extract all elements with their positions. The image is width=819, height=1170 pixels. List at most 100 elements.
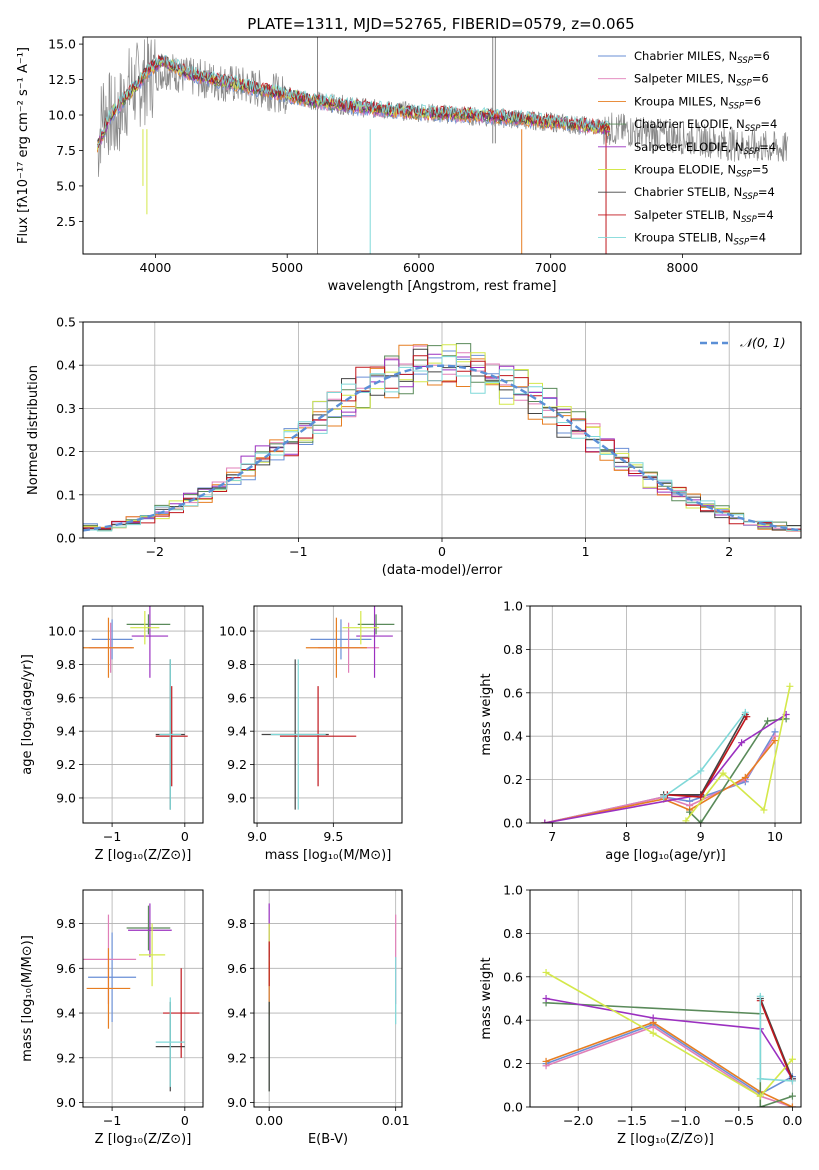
x-tick-label: 7000 <box>535 260 567 275</box>
y-tick-label: 2.5 <box>56 214 76 229</box>
weight-line <box>545 1025 793 1107</box>
x-tick-label: 0.0 <box>782 1113 802 1128</box>
legend-subscript: SSP <box>745 124 761 134</box>
x-tick-label: 5000 <box>271 260 303 275</box>
residual-histogram <box>83 344 801 532</box>
y-tick-label: 9.6 <box>227 961 247 976</box>
plot-area <box>83 903 200 1092</box>
weight-marker <box>741 708 749 716</box>
y-tick-label: 9.2 <box>227 1050 247 1065</box>
y-tick-label: 0.2 <box>503 1056 523 1071</box>
x-axis-label: mass [log₁₀(M/M⊙)] <box>265 848 392 863</box>
y-axis-label: Normed distribution <box>26 365 41 495</box>
weight-marker <box>788 1103 796 1107</box>
y-tick-label: 9.4 <box>56 724 76 739</box>
plot-area <box>97 37 789 254</box>
legend-count: =4 <box>758 185 775 199</box>
y-axis-label: mass weight <box>479 957 494 1039</box>
weight-marker <box>786 682 794 690</box>
weight-line <box>545 997 794 1080</box>
y-tick-label: 0.0 <box>503 1100 523 1115</box>
weight-marker <box>756 1092 764 1100</box>
y-tick-label: 9.0 <box>227 790 247 805</box>
legend-entry: Kroupa ELODIE, NSSP=5 <box>634 163 769 180</box>
plot-area <box>83 343 801 532</box>
y-axis-label: mass [log₁₀(M/M⊙)] <box>20 935 35 1062</box>
y-tick-label: 5.0 <box>56 178 76 193</box>
normal-curve <box>83 364 801 532</box>
y-tick-label: 9.2 <box>56 1050 76 1065</box>
y-tick-label: 0.0 <box>503 816 523 831</box>
x-tick-label: 1 <box>582 544 590 559</box>
weight-line <box>544 713 787 823</box>
weight-marker <box>760 806 768 814</box>
y-tick-label: 9.2 <box>56 757 76 772</box>
legend-count: =6 <box>752 72 769 86</box>
weight-line <box>545 1021 793 1107</box>
x-tick-label: 0.01 <box>382 1113 410 1128</box>
y-tick-label: 10.0 <box>48 108 76 123</box>
weight-marker <box>756 1075 764 1083</box>
x-tick-label: 10 <box>767 829 783 844</box>
legend-subscript: SSP <box>744 147 760 157</box>
y-tick-label: 9.0 <box>227 1095 247 1110</box>
x-tick-label: 8 <box>623 829 631 844</box>
weight-marker <box>541 819 549 823</box>
legend-entry: Salpeter STELIB, NSSP=4 <box>634 208 774 225</box>
x-tick-label: 9 <box>697 829 705 844</box>
x-axis-label: Z [log₁₀(Z/Z⊙)] <box>95 1132 192 1147</box>
model-spectrum <box>97 54 611 148</box>
y-axis-label: Flux [fλ10⁻¹⁷ erg cm⁻² s⁻¹ A⁻¹] <box>16 47 31 244</box>
y-tick-label: 0.2 <box>503 772 523 787</box>
legend-subscript: SSP <box>736 79 752 89</box>
x-tick-label: 4000 <box>140 260 172 275</box>
x-axis-label: Z [log₁₀(Z/Z⊙)] <box>617 1132 714 1147</box>
x-tick-label: −2.0 <box>563 1113 593 1128</box>
y-tick-label: 9.0 <box>56 1095 76 1110</box>
legend-entry: Kroupa MILES, NSSP=6 <box>634 94 761 111</box>
spectrum-legend: Chabrier MILES, NSSP=6 Salpeter MILES, NS… <box>598 49 777 248</box>
y-tick-label: 9.8 <box>56 916 76 931</box>
weight-marker <box>660 793 668 801</box>
y-tick-label: 10.0 <box>219 624 247 639</box>
weight-marker <box>743 713 751 721</box>
panel-mass_vs_Z: −1 0 9.0 9.2 9.4 9.6 9.8 Z [log₁₀(Z/Z⊙)] mass [l… <box>20 889 204 1147</box>
legend-entry: Chabrier STELIB, NSSP=4 <box>634 185 775 202</box>
weight-line <box>545 971 794 1098</box>
y-tick-label: 9.6 <box>56 961 76 976</box>
x-axis-label: Z [log₁₀(Z/Z⊙)] <box>95 848 192 863</box>
y-tick-label: 10.0 <box>48 624 76 639</box>
y-tick-label: 0.4 <box>56 358 76 373</box>
weight-marker <box>756 1103 764 1107</box>
y-tick-label: 0.2 <box>56 444 76 459</box>
legend-count: =4 <box>760 117 777 131</box>
figure-title: PLATE=1311, MJD=52765, FIBERID=0579, z=0… <box>247 15 634 33</box>
plot-area <box>261 606 395 810</box>
x-axis-label: wavelength [Angstrom, rest frame] <box>328 279 557 294</box>
weight-marker <box>542 968 550 976</box>
axes-frame <box>253 605 403 824</box>
weight-line <box>759 1000 794 1082</box>
legend-subscript: SSP <box>729 101 745 111</box>
y-tick-label: 7.5 <box>56 143 76 158</box>
y-tick-label: 1.0 <box>503 599 523 614</box>
legend-entry: Kroupa STELIB, NSSP=4 <box>634 231 766 248</box>
weight-line <box>544 731 776 823</box>
weight-marker <box>649 1029 657 1037</box>
y-tick-label: 9.0 <box>56 790 76 805</box>
x-tick-label: 0 <box>181 829 189 844</box>
axes-frame <box>82 605 204 824</box>
axes-frame <box>253 889 403 1108</box>
panel-age_vs_Z: −1 0 9.0 9.2 9.4 9.6 9.8 10.0 Z [log₁₀(Z/Z⊙)] age… <box>20 605 204 863</box>
weight-marker <box>741 773 749 781</box>
weight-marker <box>764 717 772 725</box>
panel-massweight_vs_age: 7 8 9 10 0.0 0.2 0.4 0.6 0.8 1.0 age [log₁₀(age/yr… <box>479 599 802 863</box>
panel-residuals: −2 −1 0 1 2 0.0 0.1 0.2 0.3 0.4 0.5 (data-model)/er… <box>26 315 802 578</box>
legend-subscript: SSP <box>736 170 752 180</box>
y-tick-label: 9.4 <box>227 1006 247 1021</box>
axes-frame <box>529 889 802 1108</box>
weight-marker <box>697 767 705 775</box>
y-tick-label: 1.0 <box>503 883 523 898</box>
x-axis-label: age [log₁₀(age/yr)] <box>605 848 726 863</box>
plot-area <box>83 606 188 810</box>
